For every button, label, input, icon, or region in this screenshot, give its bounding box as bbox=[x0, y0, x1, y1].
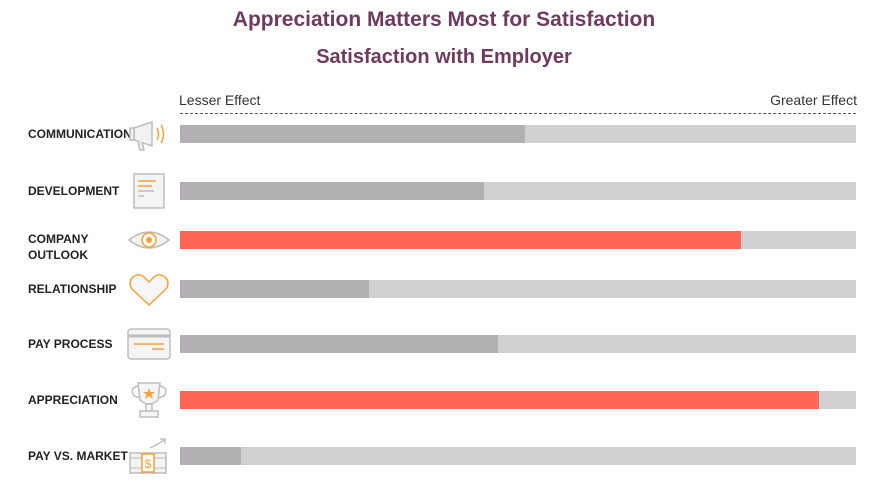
heart-icon bbox=[129, 274, 169, 307]
bar-track-pay-vs-market bbox=[180, 447, 856, 465]
bar-track-company-outlook bbox=[180, 231, 856, 249]
bar-development bbox=[180, 182, 484, 200]
megaphone-icon bbox=[129, 120, 165, 151]
bar-appreciation bbox=[180, 391, 819, 409]
bar-relationship bbox=[180, 280, 369, 298]
bar-company-outlook bbox=[180, 231, 741, 249]
bar-track-relationship bbox=[180, 280, 856, 298]
chart-subtitle: Satisfaction with Employer bbox=[316, 46, 572, 68]
bar-label-pay-process: PAY PROCESS bbox=[28, 337, 113, 351]
bar-track-communication bbox=[180, 125, 856, 143]
scale-low-label: Lesser Effect bbox=[179, 92, 261, 108]
credit-card-icon bbox=[127, 328, 171, 360]
bar-label-relationship: RELATIONSHIP bbox=[28, 282, 117, 296]
bar-label-pay-vs-market: PAY VS. MARKET bbox=[28, 449, 128, 463]
bar-track-pay-process bbox=[180, 335, 856, 353]
document-icon bbox=[133, 173, 165, 209]
svg-text:$: $ bbox=[145, 457, 152, 471]
bar-track-development bbox=[180, 182, 856, 200]
eye-icon bbox=[127, 231, 171, 249]
chart-title: Appreciation Matters Most for Satisfacti… bbox=[232, 8, 656, 31]
money-growth-icon: $ bbox=[129, 438, 167, 474]
scale-high-label: Greater Effect bbox=[770, 92, 857, 108]
bar-label-appreciation: APPRECIATION bbox=[28, 393, 118, 407]
bar-pay-process bbox=[180, 335, 498, 353]
bar-label-communication: COMMUNICATION bbox=[28, 127, 132, 141]
scale-dashed-line bbox=[180, 113, 856, 114]
trophy-icon bbox=[131, 382, 167, 418]
bar-communication bbox=[180, 125, 525, 143]
bar-pay-vs-market bbox=[180, 447, 241, 465]
bar-label-development: DEVELOPMENT bbox=[28, 184, 120, 198]
bar-label-company-outlook: COMPANY OUTLOOK bbox=[28, 232, 89, 262]
bar-track-appreciation bbox=[180, 391, 856, 409]
